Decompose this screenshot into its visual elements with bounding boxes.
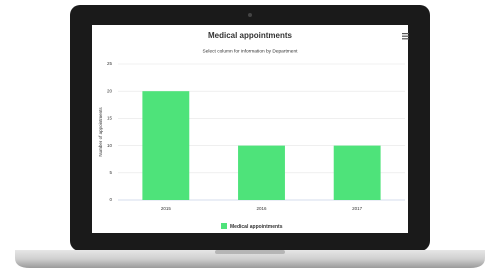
legend-swatch <box>221 223 227 229</box>
y-axis-label: Number of appointments <box>98 107 103 157</box>
camera <box>248 13 252 17</box>
x-tick-label: 2016 <box>256 206 267 211</box>
screen <box>92 25 408 233</box>
laptop-mockup: Medical appointments Select column for i… <box>0 0 495 270</box>
x-tick-label: 2015 <box>161 206 172 211</box>
bar <box>142 91 189 200</box>
x-tick-label: 2017 <box>352 206 363 211</box>
y-tick-label: 20 <box>107 88 113 93</box>
chart-subtitle: Select column for information by Departm… <box>203 48 299 54</box>
base-notch <box>215 250 285 254</box>
legend-label: Medical appointments <box>230 224 283 230</box>
y-tick-label: 10 <box>107 143 113 148</box>
chart-title: Medical appointments <box>208 31 293 40</box>
y-tick-label: 15 <box>107 116 113 121</box>
bar <box>238 146 285 200</box>
menu-icon[interactable] <box>402 33 409 39</box>
bar <box>334 146 381 200</box>
y-tick-label: 25 <box>107 61 113 66</box>
